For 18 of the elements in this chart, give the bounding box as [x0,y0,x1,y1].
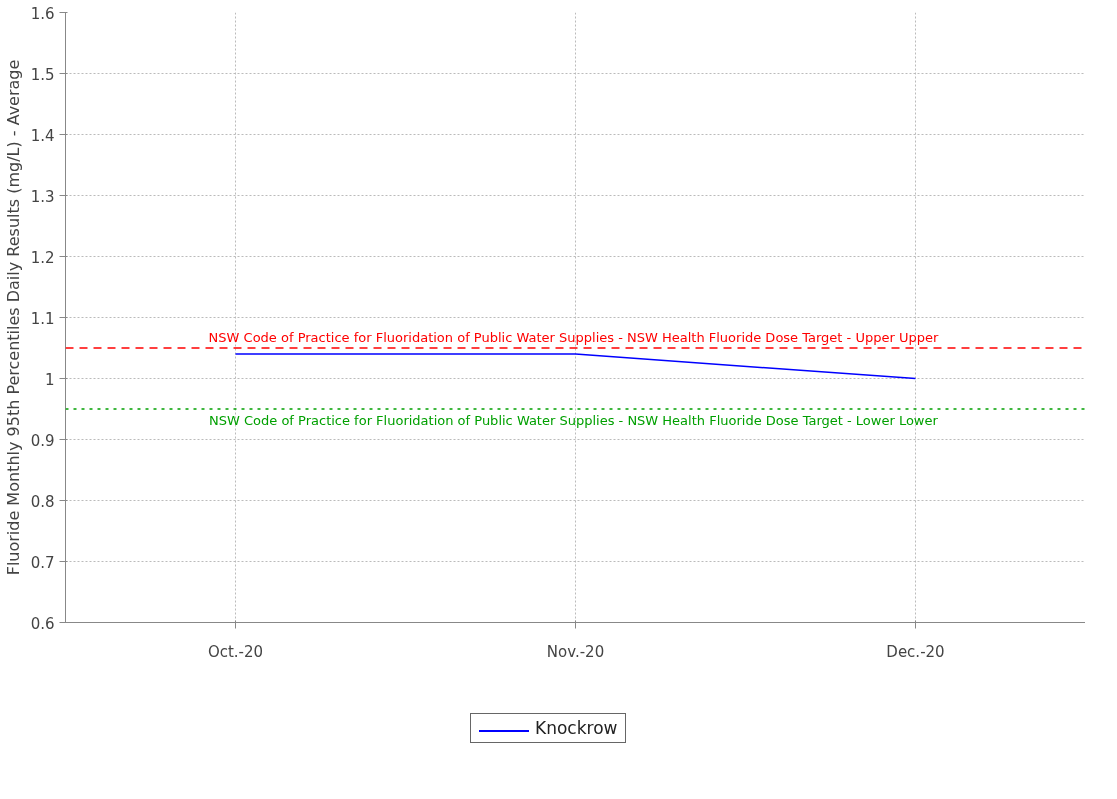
y-tick-label: 1.2 [30,248,55,267]
x-tick-label: Dec.-20 [886,642,945,661]
y-tick-label: 1.1 [30,309,55,328]
legend-label: Knockrow [535,718,618,738]
ref-line-label: NSW Code of Practice for Fluoridation of Public Water Supplies - NSW Health Fluoride Dose Target - Lower Lower [209,413,939,428]
y-tick-label: 0.9 [30,431,55,450]
y-tick-label: 1.3 [30,187,55,206]
y-tick-label: 0.8 [30,492,55,511]
y-tick-label: 0.7 [30,553,55,572]
y-axis-title: Fluoride Monthly 95th Percentiles Daily Results (mg/L) - Average [3,59,23,576]
x-tick-label: Nov.-20 [546,642,605,661]
y-tick-label: 1.4 [30,126,55,145]
x-tick-label: Oct.-20 [207,642,264,661]
y-tick-label: 1 [44,370,55,389]
y-tick-label: 1.5 [30,65,55,84]
y-tick-label: 0.6 [30,614,55,633]
ref-line-label: NSW Code of Practice for Fluoridation of Public Water Supplies - NSW Health Fluoride Dose Target - Upper Upper [208,330,939,345]
y-tick-label: 1.6 [30,4,55,23]
